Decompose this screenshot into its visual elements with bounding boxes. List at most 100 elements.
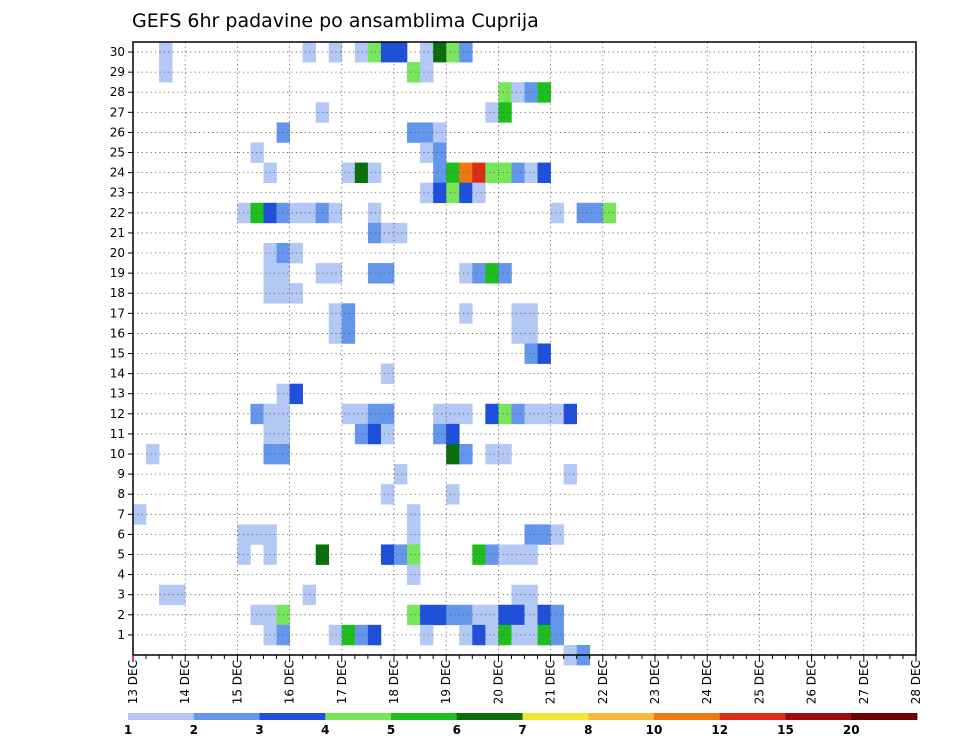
x-tick-label: 21 DEC: [544, 660, 558, 704]
heatmap-cell: [537, 403, 551, 425]
y-tick-label: 12: [110, 407, 125, 421]
heatmap-cell: [459, 604, 473, 626]
x-tick-label: 14 DEC: [178, 660, 192, 704]
x-tick-label: 25 DEC: [752, 660, 766, 704]
heatmap-cell: [485, 624, 499, 646]
colorbar-label: 15: [777, 723, 794, 737]
heatmap-cell: [367, 403, 382, 425]
colorbar-label: 1: [124, 723, 132, 737]
x-tick-label: 13 DEC: [126, 660, 140, 704]
heatmap-cell: [354, 162, 369, 183]
heatmap-cell: [498, 544, 512, 565]
y-tick-label: 15: [110, 347, 125, 361]
heatmap-cell: [498, 82, 512, 103]
colorbar-swatch: [456, 713, 523, 720]
heatmap-cell: [367, 162, 382, 183]
heatmap-cell: [498, 162, 512, 183]
heatmap-cell: [367, 202, 382, 224]
heatmap-cell: [354, 624, 369, 646]
y-tick-label: 10: [110, 447, 125, 461]
heatmap-cell: [433, 182, 447, 204]
y-tick-label: 6: [117, 527, 125, 541]
heatmap-cell: [380, 544, 395, 565]
heatmap-cell: [485, 162, 499, 183]
heatmap-cell: [524, 82, 538, 103]
colorbar-label: 7: [518, 723, 526, 737]
heatmap-cell: [550, 604, 564, 626]
heatmap-cell: [511, 323, 525, 344]
heatmap-cell: [537, 604, 551, 626]
heatmap-cell: [485, 102, 499, 123]
heatmap-cell: [407, 122, 421, 143]
heatmap-cell: [394, 544, 408, 565]
heatmap-cell: [563, 464, 577, 485]
colorbar-label: 8: [584, 723, 592, 737]
colorbar-swatch: [325, 713, 392, 720]
colorbar-swatch: [259, 713, 326, 720]
heatmap-cell: [459, 624, 473, 646]
heatmap-cell: [485, 604, 499, 626]
heatmap-cell: [394, 42, 408, 63]
heatmap-cell: [380, 263, 395, 284]
x-axis: 13 DEC 14 DEC 15 DEC 16 DEC 17 DEC 18 DEC 19 D…: [126, 655, 923, 704]
x-tick-label: 20 DEC: [491, 660, 505, 704]
heatmap-cell: [172, 584, 186, 606]
heatmap-cell: [354, 403, 369, 425]
y-tick-label: 9: [117, 467, 125, 481]
heatmap-cell: [407, 62, 421, 83]
heatmap-cell: [589, 202, 604, 224]
x-tick-label: 19 DEC: [439, 660, 453, 704]
heatmap-cell: [576, 202, 591, 224]
heatmap-cell: [511, 584, 525, 606]
y-tick-label: 24: [110, 166, 125, 180]
heatmap-cell: [380, 423, 395, 445]
heatmap-cell: [472, 263, 486, 284]
y-tick-label: 8: [117, 487, 125, 501]
y-tick-label: 26: [110, 125, 125, 139]
heatmap-cell: [602, 202, 617, 224]
y-tick-label: 21: [110, 226, 125, 240]
heatmap-cell: [511, 303, 525, 324]
y-tick-label: 5: [117, 548, 125, 562]
heatmap-cell: [433, 122, 447, 143]
heatmap-cell: [433, 42, 447, 63]
heatmap-cell: [459, 182, 473, 204]
heatmap-cell: [511, 604, 525, 626]
colorbar-swatch: [851, 713, 918, 720]
colorbar-label: 6: [453, 723, 461, 737]
heatmap-cell: [446, 443, 460, 465]
heatmap-cell: [459, 162, 473, 183]
heatmap-cell: [146, 443, 160, 465]
y-tick-label: 19: [110, 266, 125, 280]
heatmap-cell: [498, 624, 512, 646]
heatmap-cell: [498, 102, 512, 123]
y-tick-label: 7: [117, 507, 125, 521]
y-tick-label: 14: [110, 367, 125, 381]
heatmap-cell: [420, 62, 434, 83]
x-tick-label: 18 DEC: [387, 660, 401, 704]
heatmap-cell: [485, 403, 499, 425]
y-tick-label: 30: [110, 45, 125, 59]
heatmap-cell: [367, 42, 382, 63]
heatmap-cell: [511, 544, 525, 565]
heatmap-cell: [446, 423, 460, 445]
heatmap-cell: [498, 443, 512, 465]
heatmap-cell: [485, 443, 499, 465]
heatmap-cell: [380, 222, 395, 244]
x-tick-label: 27 DEC: [857, 660, 871, 704]
y-tick-label: 2: [117, 608, 125, 622]
heatmap-cell: [380, 42, 395, 63]
heatmap-cell: [420, 142, 434, 163]
heatmap-cell: [446, 484, 460, 505]
x-tick-label: 15 DEC: [230, 660, 244, 704]
colorbar-label: 10: [646, 723, 663, 737]
heatmap-cell: [380, 403, 395, 425]
heatmap-cell: [511, 403, 525, 425]
y-tick-label: 28: [110, 85, 125, 99]
heatmap-cell: [524, 584, 538, 606]
x-tick-label: 28 DEC: [909, 660, 923, 704]
y-tick-label: 16: [110, 326, 125, 340]
heatmap-cell: [459, 42, 473, 63]
heatmap-cell: [407, 504, 421, 525]
heatmap-cell: [485, 544, 499, 565]
